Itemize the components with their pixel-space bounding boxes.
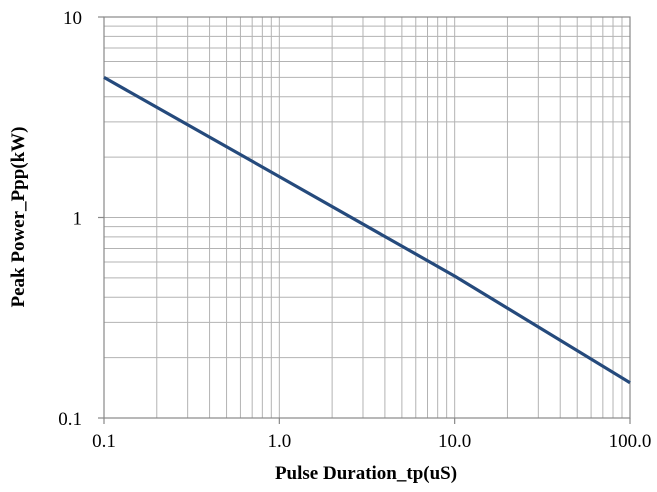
y-tick-label: 0.1 — [58, 409, 82, 430]
y-tick-labels: 0.1 1 10 — [58, 8, 104, 430]
y-tick-label: 10 — [63, 8, 82, 29]
grid — [103, 17, 630, 419]
y-axis-title: Peak Power_Ppp(kW) — [8, 126, 29, 307]
x-tick-label: 1.0 — [267, 431, 291, 452]
series-line — [103, 76, 631, 385]
x-tick-label: 100.0 — [609, 431, 652, 452]
x-tick-label: 0.1 — [92, 431, 116, 452]
x-tick-labels: 0.1 1.0 10.0 100.0 — [92, 418, 651, 452]
series-layer — [103, 76, 631, 385]
x-axis-title: Pulse Duration_tp(uS) — [275, 463, 457, 484]
y-tick-label: 1 — [73, 209, 83, 230]
x-tick-label: 10.0 — [438, 431, 471, 452]
